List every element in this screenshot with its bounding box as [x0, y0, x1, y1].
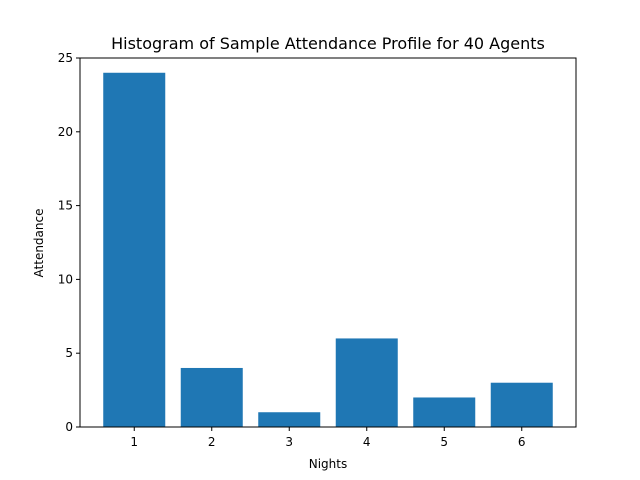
bar-night-3	[258, 412, 321, 427]
plot-frame	[79, 57, 577, 428]
y-tick-label: 15	[58, 199, 73, 213]
x-tick-label: 3	[285, 435, 293, 449]
x-tick-label: 2	[208, 435, 216, 449]
bar-night-6	[490, 382, 553, 427]
x-tick-label: 5	[440, 435, 448, 449]
x-axis-ticks: 1 2 3 4 5 6	[130, 427, 526, 449]
bar-night-5	[413, 397, 476, 427]
bar-night-2	[180, 367, 243, 427]
y-tick-label: 10	[58, 272, 73, 286]
x-tick-label: 1	[130, 435, 138, 449]
bar-night-1	[103, 72, 166, 427]
y-axis-ticks: 0 5 10 15 20 25	[58, 51, 80, 434]
x-axis-label: Nights	[309, 457, 348, 471]
y-tick-label: 25	[58, 51, 73, 65]
x-tick-label: 6	[518, 435, 526, 449]
y-tick-label: 20	[58, 125, 73, 139]
y-axis-label: Attendance	[32, 209, 46, 278]
bar-night-4	[335, 338, 398, 427]
y-tick-label: 5	[65, 346, 73, 360]
y-tick-label: 0	[65, 420, 73, 434]
bars-group	[103, 72, 553, 427]
x-tick-label: 4	[363, 435, 371, 449]
chart-title: Histogram of Sample Attendance Profile f…	[111, 34, 545, 53]
